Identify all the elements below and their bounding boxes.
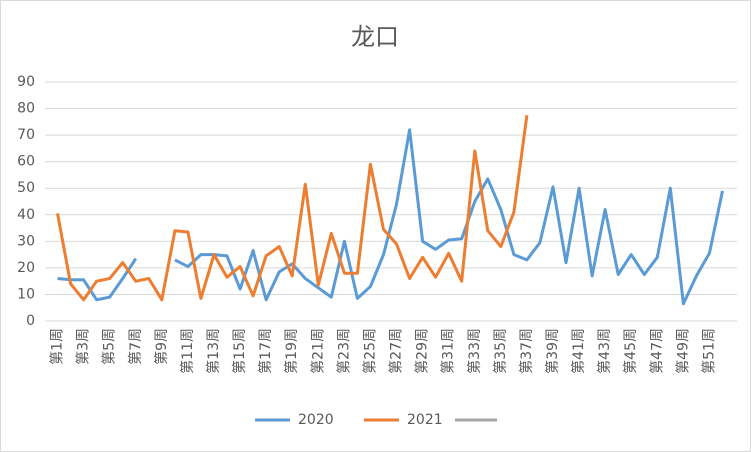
x-tick-label: 第1周: [49, 328, 66, 365]
x-tick-label: 第19周: [283, 328, 300, 374]
x-tick-label: 第41周: [570, 328, 587, 374]
x-tick-label: 第51周: [700, 328, 717, 374]
x-tick-label: 第7周: [127, 328, 144, 365]
y-tick-label: 90: [17, 74, 35, 90]
y-tick-label: 20: [17, 260, 35, 276]
x-tick-label: 第45周: [622, 328, 639, 374]
x-tick-label: 第11周: [179, 328, 196, 374]
y-tick-label: 80: [17, 101, 35, 117]
series-line: [56, 115, 529, 302]
x-tick-label: 第15周: [231, 328, 248, 374]
x-tick-label: 第49周: [674, 328, 691, 374]
y-tick-label: 50: [17, 180, 35, 196]
y-tick-label: 70: [17, 127, 35, 143]
x-tick-label: 第3周: [75, 328, 92, 365]
y-tick-label: 60: [17, 154, 35, 170]
y-tick-label: 0: [26, 313, 35, 329]
x-tick-label: 第35周: [492, 328, 509, 374]
y-tick-label: 10: [17, 286, 35, 302]
x-tick-label: 第25周: [361, 328, 378, 374]
x-tick-label: 第9周: [153, 328, 170, 365]
x-tick-label: 第17周: [257, 328, 274, 374]
x-tick-label: 第13周: [205, 328, 222, 374]
x-tick-label: 第21周: [309, 328, 326, 374]
chart-title: 龙口: [351, 23, 399, 51]
x-tick-label: 第27周: [388, 328, 405, 374]
x-tick-label: 第31周: [440, 328, 457, 374]
x-tick-label: 第39周: [544, 328, 561, 374]
legend-label: 2021: [407, 412, 443, 428]
x-tick-label: 第33周: [466, 328, 483, 374]
x-tick-label: 第5周: [101, 328, 118, 365]
y-tick-label: 40: [17, 207, 35, 223]
x-tick-label: 第23周: [335, 328, 352, 374]
legend-label: 2020: [298, 412, 334, 428]
x-tick-label: 第37周: [518, 328, 535, 374]
y-tick-label: 30: [17, 233, 35, 249]
x-tick-label: 第43周: [596, 328, 613, 374]
x-tick-label: 第47周: [648, 328, 665, 374]
x-tick-label: 第29周: [414, 328, 431, 374]
